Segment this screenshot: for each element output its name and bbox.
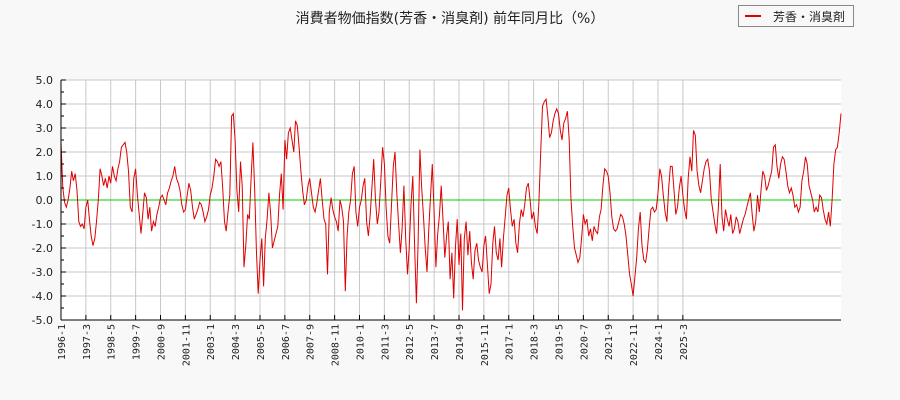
x-tick-label: 2001-11	[181, 324, 192, 366]
legend: 芳香・消臭剤	[738, 5, 854, 27]
x-tick-label: 2018-3	[530, 324, 541, 360]
x-tick-label: 2013-7	[430, 324, 441, 360]
y-tick-label: -1.0	[32, 218, 53, 231]
x-tick-label: 2024-1	[654, 324, 665, 360]
x-tick-label: 2015-11	[480, 324, 491, 366]
y-tick-label: -2.0	[32, 242, 53, 255]
x-tick-label: 2011-3	[380, 324, 391, 360]
x-tick-label: 2008-11	[331, 324, 342, 366]
x-tick-label: 2017-1	[505, 324, 516, 360]
legend-line-swatch	[745, 15, 761, 17]
x-tick-label: 2022-11	[629, 324, 640, 366]
y-tick-label: 0.0	[36, 194, 54, 207]
x-tick-label: 1999-7	[132, 324, 143, 360]
y-tick-label: -5.0	[32, 314, 53, 327]
x-axis-ticks: 1996-1 1997-3 1998-5 1999-7 2000-9 2001-11 200…	[57, 315, 690, 366]
x-tick-label: 1996-1	[57, 324, 68, 360]
series-line-芳香消臭剤	[60, 97, 842, 311]
x-tick-label: 2014-9	[455, 324, 466, 360]
y-axis-ticks: 5.0 4.0 3.0 2.0 1.0 0.0 -1.0 -2.0 -3.0 -4.0 -5.0	[32, 74, 66, 327]
x-tick-label: 2003-1	[206, 324, 217, 360]
y-tick-label: -4.0	[32, 290, 53, 303]
x-tick-label: 2020-7	[579, 324, 590, 360]
x-tick-label: 2021-9	[604, 324, 615, 360]
y-tick-label: 1.0	[36, 170, 54, 183]
x-tick-label: 2025-3	[679, 324, 690, 360]
x-tick-label: 1997-3	[82, 324, 93, 360]
x-tick-label: 2004-3	[231, 324, 242, 360]
x-tick-label: 2000-9	[156, 324, 167, 360]
y-tick-label: 5.0	[36, 74, 54, 87]
x-tick-label: 2005-5	[256, 324, 267, 360]
x-tick-label: 2007-9	[306, 324, 317, 360]
x-tick-label: 2019-5	[554, 324, 565, 360]
grid-lines	[61, 79, 841, 321]
y-tick-label: 3.0	[36, 122, 54, 135]
chart-title: 消費者物価指数(芳香・消臭剤) 前年同月比（%）	[295, 11, 605, 27]
y-tick-label: 2.0	[36, 146, 54, 159]
x-tick-label: 2010-1	[355, 324, 366, 360]
y-tick-label: 4.0	[36, 98, 54, 111]
x-tick-label: 2012-5	[405, 324, 416, 360]
legend-label: 芳香・消臭剤	[773, 9, 846, 24]
x-tick-label: 1998-5	[107, 324, 118, 360]
y-tick-label: -3.0	[32, 266, 53, 279]
x-tick-label: 2006-7	[281, 324, 292, 360]
